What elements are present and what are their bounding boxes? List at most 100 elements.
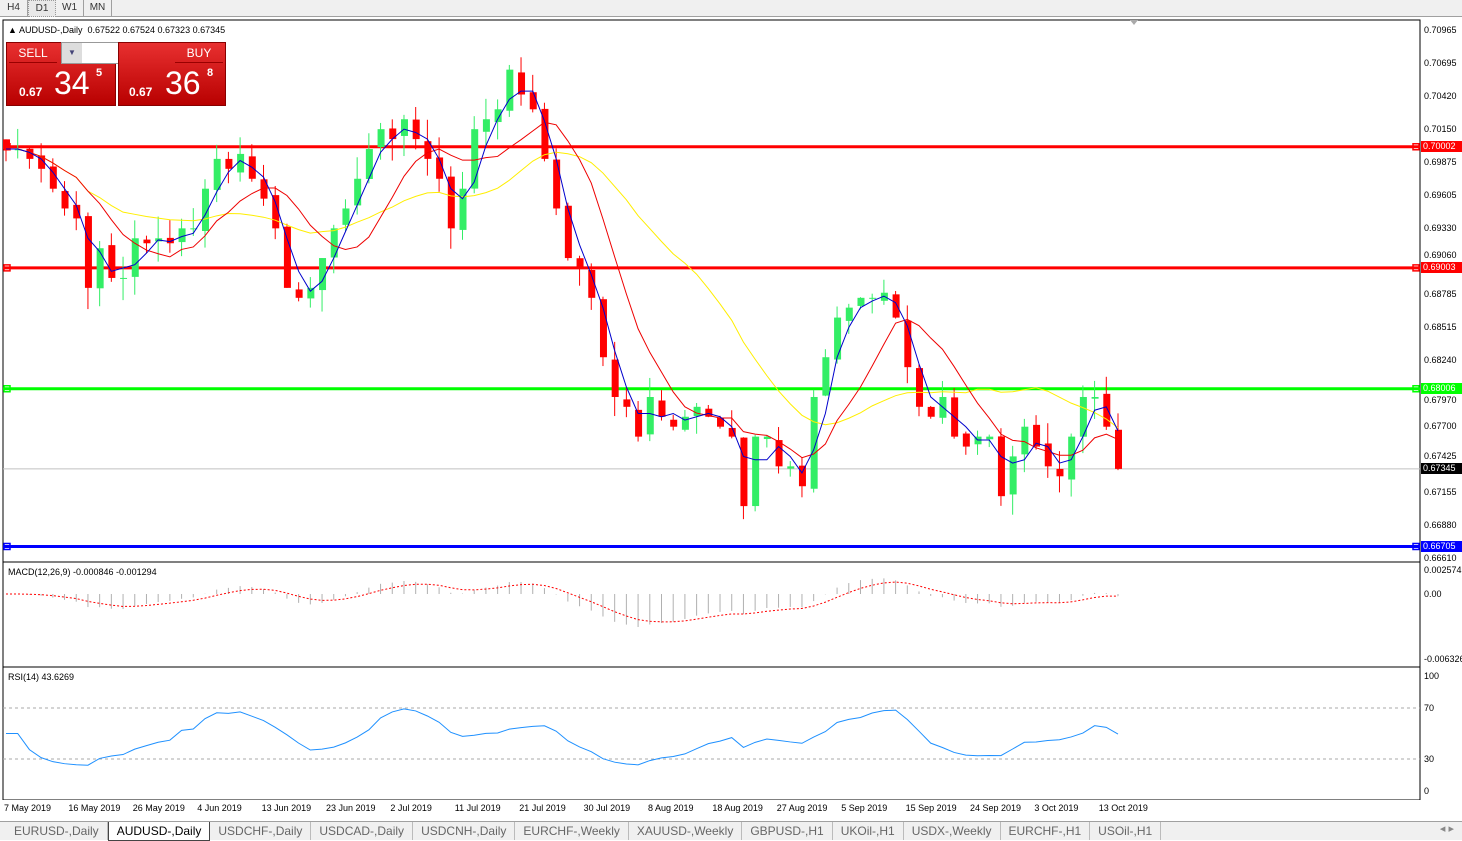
rsi-axis-label: 100 (1424, 671, 1440, 681)
candle-body (635, 409, 643, 437)
price-axis-label: 0.67700 (1424, 420, 1457, 431)
current-price-tag: 0.67345 (1421, 463, 1462, 475)
candle-body (1103, 393, 1111, 427)
price-axis-label: 0.68515 (1424, 322, 1457, 333)
candle-body (201, 188, 209, 231)
sell-price-sup: 5 (96, 67, 103, 79)
candle-body (436, 157, 444, 179)
moving-average-fast (6, 90, 1119, 474)
date-axis-label: 7 May 2019 (4, 803, 52, 813)
candle-body (84, 216, 92, 288)
level-handle (3, 384, 11, 393)
level-handle (1412, 264, 1420, 272)
price-axis-label: 0.67970 (1424, 395, 1457, 406)
date-axis-label: 24 Sep 2019 (970, 803, 1022, 813)
candle-body (96, 248, 104, 289)
timeframe-w1[interactable]: W1 (56, 0, 84, 17)
chart-header: ▲ AUDUSD-,Daily 0.67522 0.67524 0.67323 … (8, 25, 225, 35)
chart-canvas[interactable] (0, 18, 1462, 800)
candle-body (506, 69, 514, 111)
candle-body (564, 205, 572, 259)
candle-body (576, 258, 584, 268)
price-axis-label: 0.69875 (1424, 157, 1457, 168)
moving-average-slow (6, 148, 1119, 429)
symbol-tab[interactable]: UKOil-,H1 (833, 822, 904, 840)
candle-body (1033, 424, 1041, 447)
macd-axis-label: 0.00 (1424, 589, 1442, 599)
candle-body (260, 179, 268, 199)
candle-body (916, 368, 924, 407)
candle-body (611, 359, 619, 397)
buy-button[interactable]: BUY 0.67 36 8 (118, 42, 226, 106)
date-axis-label: 30 Jul 2019 (583, 803, 631, 813)
symbol-tab[interactable]: EURUSD-,Daily (6, 822, 108, 840)
candle-body (1079, 396, 1087, 437)
candle-body (120, 277, 128, 279)
sell-price-big: 34 (54, 65, 90, 101)
candle-body (307, 287, 315, 299)
price-axis-label: 0.70965 (1424, 25, 1457, 35)
candle-body (131, 238, 139, 277)
buy-price-sup: 8 (207, 67, 214, 79)
candle-body (295, 289, 303, 298)
price-axis-label: 0.67425 (1424, 451, 1457, 462)
level-price-tag: 0.69003 (1421, 262, 1462, 274)
candle-body (717, 417, 725, 427)
symbol-tab[interactable]: AUDUSD-,Daily (107, 822, 211, 841)
price-axis-label: 0.67155 (1424, 486, 1457, 497)
candle-body (283, 226, 291, 288)
price-axis-label: 0.68240 (1424, 355, 1457, 366)
candle-body (400, 119, 408, 136)
date-axis-label: 13 Oct 2019 (1098, 803, 1148, 813)
candle-body (857, 297, 865, 306)
symbol-tab[interactable]: USDCHF-,Daily (210, 822, 312, 840)
macd-axis-label: 0.002574 (1424, 565, 1462, 575)
candle-body (775, 440, 783, 467)
date-axis-label: 8 Aug 2019 (648, 803, 694, 813)
candle-body (834, 317, 842, 360)
sell-price-prefix: 0.67 (19, 85, 43, 99)
symbol-tab[interactable]: USDCAD-,Daily (311, 822, 414, 840)
candle-body (986, 436, 994, 440)
candle-body (728, 427, 736, 437)
symbol-tab[interactable]: EURCHF-,Weekly (515, 822, 629, 840)
candle-body (389, 128, 397, 140)
candle-body (377, 129, 385, 148)
timeframe-mn[interactable]: MN (84, 0, 112, 17)
price-axis-label: 0.70695 (1424, 57, 1457, 68)
date-axis-label: 3 Oct 2019 (1034, 803, 1079, 813)
candle-body (962, 433, 970, 447)
symbol-tab[interactable]: USOil-,H1 (1090, 822, 1162, 840)
symbol-tab[interactable]: USDCNH-,Daily (413, 822, 516, 840)
candle-body (599, 299, 607, 358)
symbol-tab[interactable]: EURCHF-,H1 (1001, 822, 1091, 840)
symbol-tabs: EURUSD-,Daily AUDUSD-,Daily USDCHF-,Daily U… (0, 821, 1462, 841)
rsi-axis-label: 0 (1424, 786, 1430, 796)
candle-body (354, 178, 362, 206)
collapse-triangle-icon[interactable]: ▲ (8, 25, 17, 35)
candle-body (272, 195, 280, 229)
price-axis-label: 0.66610 (1424, 553, 1457, 563)
candle-body (974, 436, 982, 445)
candle-body (412, 119, 420, 140)
date-axis-label: 21 Jul 2019 (519, 803, 566, 813)
candle-body (237, 153, 245, 173)
tab-scroll-arrows-icon[interactable]: ◂ ▸ (1439, 823, 1454, 835)
symbol-tab[interactable]: GBPUSD-,H1 (742, 822, 833, 840)
candle-body (73, 204, 81, 219)
symbol-tab[interactable]: XAUUSD-,Weekly (629, 822, 743, 840)
chart-window[interactable] (0, 18, 1462, 800)
candle-body (904, 320, 912, 368)
candle-body (178, 228, 186, 243)
date-axis-label: 11 Jul 2019 (454, 803, 501, 813)
candle-body (892, 294, 900, 318)
decrease-lot-icon[interactable]: ▼ (62, 43, 82, 63)
candle-body (447, 176, 455, 229)
candle-body (518, 72, 526, 95)
symbol-tab[interactable]: USDX-,Weekly (904, 822, 1001, 840)
candle-body (330, 228, 338, 258)
timeframe-h4[interactable]: H4 (0, 0, 28, 17)
ohlc-values: 0.67522 0.67524 0.67323 0.67345 (87, 25, 226, 35)
timeframe-d1[interactable]: D1 (28, 0, 56, 17)
buy-price-prefix: 0.67 (129, 85, 153, 99)
